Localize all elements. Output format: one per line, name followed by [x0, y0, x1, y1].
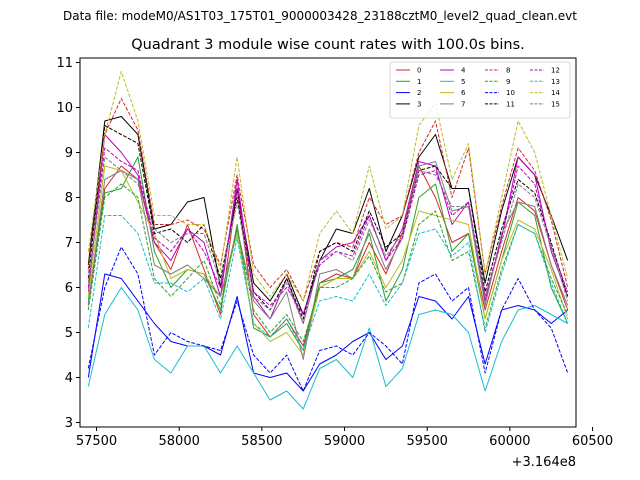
- legend-label-10: 10: [506, 89, 515, 97]
- legend-label-9: 9: [506, 78, 510, 86]
- series-line-9: [87, 183, 569, 342]
- y-axis: 3 4 5 6 7 8 9 10 11: [56, 56, 80, 431]
- x-tick-label: 60500: [572, 434, 613, 449]
- legend-label-0: 0: [417, 67, 421, 75]
- y-tick-label: 5: [65, 326, 73, 341]
- x-offset-label: +3.164e8: [512, 455, 576, 470]
- series-line-4: [87, 134, 569, 324]
- series-line-15: [87, 156, 569, 324]
- series-line-13: [87, 215, 569, 351]
- x-tick-label: 59000: [324, 434, 365, 449]
- x-tick-label: 60000: [489, 434, 530, 449]
- y-tick-label: 3: [65, 416, 73, 431]
- y-tick-label: 6: [65, 281, 73, 296]
- x-axis: 57500 58000 58500 59000 59500 60000 60500: [76, 427, 613, 449]
- series-line-10: [87, 246, 569, 392]
- legend-label-14: 14: [551, 89, 560, 97]
- legend-label-4: 4: [461, 67, 466, 75]
- x-tick-label: 58000: [159, 434, 200, 449]
- legend-label-5: 5: [461, 78, 465, 86]
- y-tick-label: 9: [65, 146, 73, 161]
- y-tick-label: 10: [56, 101, 73, 116]
- y-tick-label: 7: [65, 236, 73, 251]
- y-tick-label: 8: [65, 191, 73, 206]
- chart-title: Quadrant 3 module wise count rates with …: [131, 37, 525, 53]
- series-line-11: [87, 125, 569, 320]
- chart-suptitle: Data file: modeM0/AS1T03_175T01_90000034…: [63, 9, 577, 23]
- legend-label-1: 1: [417, 78, 421, 86]
- series-line-7: [87, 161, 569, 360]
- x-tick-label: 57500: [76, 434, 117, 449]
- legend-box: [389, 61, 571, 119]
- legend-label-13: 13: [551, 78, 560, 86]
- x-tick-label: 58500: [241, 434, 282, 449]
- series-line-6: [87, 165, 569, 356]
- legend-label-6: 6: [461, 89, 466, 97]
- legend-label-12: 12: [551, 67, 560, 75]
- y-tick-label: 11: [56, 56, 73, 71]
- legend-label-2: 2: [417, 89, 421, 97]
- series-line-5: [87, 287, 568, 410]
- plot-lines: [87, 71, 569, 410]
- legend-label-3: 3: [417, 100, 421, 108]
- legend-label-8: 8: [506, 67, 510, 75]
- legend-label-7: 7: [461, 100, 465, 108]
- series-line-3: [87, 116, 569, 315]
- series-line-0: [87, 165, 569, 347]
- y-tick-label: 4: [65, 371, 73, 386]
- x-tick-label: 59500: [407, 434, 448, 449]
- series-line-14: [87, 71, 569, 302]
- series-line-2: [87, 273, 569, 392]
- legend-label-15: 15: [551, 100, 560, 108]
- series-line-12: [87, 147, 569, 315]
- legend-label-11: 11: [506, 100, 515, 108]
